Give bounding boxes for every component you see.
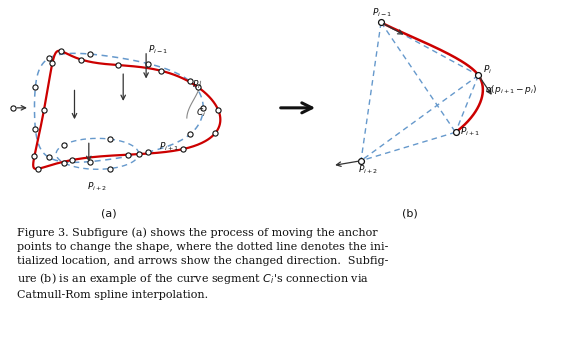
Point xyxy=(40,107,49,113)
Text: $\alpha(p_{i+1}-p_i)$: $\alpha(p_{i+1}-p_i)$ xyxy=(485,83,537,96)
Text: $P_{i+2}$: $P_{i+2}$ xyxy=(358,163,378,176)
Point xyxy=(31,126,40,132)
Point xyxy=(44,56,53,61)
Point xyxy=(211,130,220,136)
Point xyxy=(376,19,386,25)
Point xyxy=(30,153,39,159)
Point xyxy=(186,131,195,137)
Point xyxy=(186,79,195,84)
Point xyxy=(77,57,86,62)
Point xyxy=(156,68,166,74)
Point xyxy=(44,155,53,160)
Point xyxy=(474,73,483,78)
Text: (a): (a) xyxy=(101,209,117,218)
Text: $P_{i-1}$: $P_{i-1}$ xyxy=(148,43,168,56)
Text: $P_{i+1}$: $P_{i+1}$ xyxy=(159,141,180,153)
Text: $P_{i-1}$: $P_{i-1}$ xyxy=(372,6,393,19)
Point xyxy=(356,158,366,164)
Point xyxy=(144,149,153,155)
Point xyxy=(113,62,123,68)
Point xyxy=(105,166,115,171)
Text: (b): (b) xyxy=(402,209,418,218)
Point xyxy=(214,107,223,113)
Point xyxy=(144,61,153,66)
Point xyxy=(134,151,143,157)
Point xyxy=(105,136,115,142)
Point xyxy=(60,160,69,166)
Point xyxy=(67,157,76,163)
Point xyxy=(48,61,57,66)
Text: Figure 3. Subfigure (a) shows the process of moving the anchor
points to change : Figure 3. Subfigure (a) shows the proces… xyxy=(17,227,388,300)
Point xyxy=(179,146,188,152)
Point xyxy=(451,129,460,135)
Point xyxy=(56,48,65,54)
Point xyxy=(199,105,208,111)
Point xyxy=(86,51,95,57)
Text: $P_{i+2}$: $P_{i+2}$ xyxy=(87,180,107,193)
Point xyxy=(86,159,95,165)
Point xyxy=(8,105,17,111)
Point xyxy=(123,152,132,157)
Point xyxy=(34,166,43,171)
Text: $P_i$: $P_i$ xyxy=(192,78,201,91)
Text: $P_{i+1}$: $P_{i+1}$ xyxy=(460,125,481,138)
Point xyxy=(31,84,40,90)
Text: $C_i$: $C_i$ xyxy=(196,107,206,119)
Point xyxy=(193,84,202,90)
Text: $P_i$: $P_i$ xyxy=(483,63,492,75)
Point xyxy=(60,142,69,148)
